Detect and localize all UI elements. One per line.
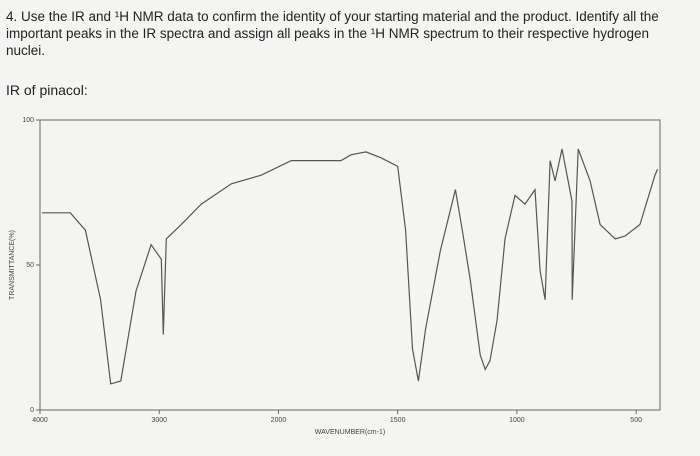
x-axis-label: WAVENUMBER(cm-1) bbox=[315, 429, 385, 436]
y-axis-label: TRANSMITTANCE(%) bbox=[9, 230, 16, 300]
x-tick-label: 2000 bbox=[271, 417, 287, 424]
spectrum-line bbox=[42, 148, 659, 385]
plot-frame bbox=[39, 119, 661, 411]
x-tick-label: 500 bbox=[630, 417, 642, 424]
question-line: important peaks in the IR spectra and as… bbox=[6, 26, 650, 41]
subheading: IR of pinacol: bbox=[6, 82, 88, 98]
question-line: nuclei. bbox=[6, 43, 46, 58]
y-tick-label: 0 bbox=[30, 407, 34, 414]
x-tick-label: 1500 bbox=[390, 417, 406, 424]
x-tick-label: 3000 bbox=[151, 417, 167, 424]
x-tick-label: 1000 bbox=[509, 417, 525, 424]
y-tick-label: 100 bbox=[22, 117, 34, 124]
x-tick-label: 4000 bbox=[32, 417, 48, 424]
question: 4. Use the IR and ¹H NMR data to confirm… bbox=[6, 8, 659, 59]
y-tick-label: 50 bbox=[26, 262, 34, 269]
question-line: 4. Use the IR and ¹H NMR data to confirm… bbox=[6, 9, 659, 24]
